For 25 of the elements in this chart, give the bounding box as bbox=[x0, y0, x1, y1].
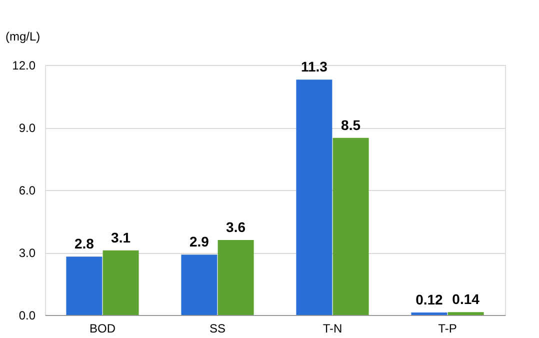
bar bbox=[332, 138, 369, 315]
x-tick-label: BOD bbox=[89, 322, 116, 336]
y-tick-label: 0.0 bbox=[18, 308, 36, 322]
y-axis-title: (mg/L) bbox=[6, 30, 40, 44]
bar bbox=[296, 80, 332, 315]
bar bbox=[102, 250, 139, 315]
bar bbox=[181, 254, 218, 315]
data-label: 8.5 bbox=[341, 116, 361, 133]
y-tick-label: 9.0 bbox=[18, 121, 36, 135]
x-tick-label: SS bbox=[209, 322, 226, 336]
bar bbox=[66, 256, 102, 315]
data-label: 2.9 bbox=[189, 234, 210, 250]
y-tick-label: 3.0 bbox=[18, 246, 36, 260]
x-tick-label: T-N bbox=[322, 322, 342, 336]
data-label: 3.1 bbox=[111, 229, 131, 246]
bar bbox=[448, 312, 484, 315]
data-label: 2.8 bbox=[74, 236, 94, 252]
data-label: 0.12 bbox=[416, 292, 444, 308]
y-tick-label: 12.0 bbox=[12, 58, 36, 72]
x-tick-label: T-P bbox=[438, 322, 457, 336]
data-label: 11.3 bbox=[300, 58, 328, 75]
y-tick-label: 6.0 bbox=[18, 184, 36, 198]
data-label: 0.14 bbox=[452, 291, 480, 308]
data-label: 3.6 bbox=[226, 219, 246, 235]
bar bbox=[218, 240, 254, 315]
